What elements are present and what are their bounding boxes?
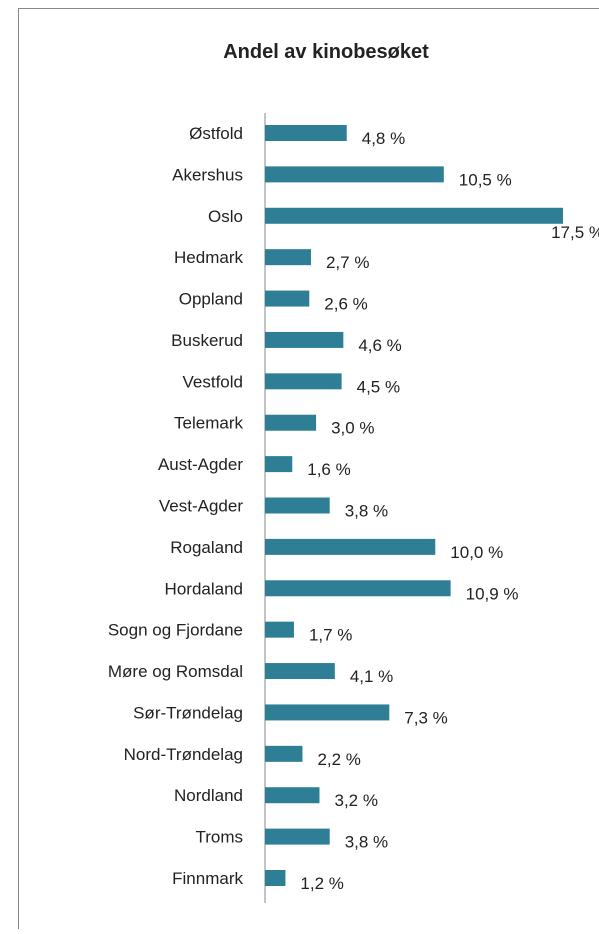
y-tick-label: Rogaland	[170, 538, 243, 557]
bar	[265, 829, 330, 845]
data-label: 3,2 %	[334, 791, 377, 810]
data-label: 4,1 %	[350, 667, 393, 686]
data-label: 2,6 %	[324, 295, 367, 314]
y-tick-label: Aust-Agder	[158, 455, 243, 474]
data-label: 1,7 %	[309, 626, 352, 645]
y-tick-label: Telemark	[174, 414, 243, 433]
y-tick-label: Hedmark	[174, 248, 243, 267]
y-tick-label: Møre og Romsdal	[108, 662, 243, 681]
bar	[265, 704, 389, 720]
y-tick-label: Finnmark	[172, 869, 243, 888]
y-tick-label: Sogn og Fjordane	[108, 621, 243, 640]
data-label: 4,6 %	[358, 336, 401, 355]
bar	[265, 249, 311, 265]
y-tick-label: Akershus	[172, 165, 243, 184]
bar	[265, 456, 292, 472]
y-tick-label: Nord-Trøndelag	[124, 745, 243, 764]
y-tick-label: Oppland	[179, 290, 243, 309]
bar	[265, 580, 451, 596]
bar	[265, 870, 285, 886]
bar	[265, 208, 563, 224]
y-tick-label: Vest-Agder	[159, 497, 243, 516]
bar	[265, 291, 309, 307]
y-tick-label: Oslo	[208, 207, 243, 226]
data-label: 3,8 %	[345, 502, 388, 521]
data-label: 7,3 %	[404, 708, 447, 727]
data-label: 4,8 %	[362, 129, 405, 148]
y-tick-label: Hordaland	[165, 579, 243, 598]
y-tick-label: Vestfold	[183, 372, 244, 391]
data-label: 10,0 %	[450, 543, 503, 562]
y-tick-label: Buskerud	[171, 331, 243, 350]
data-label: 10,9 %	[466, 584, 519, 603]
data-label: 3,0 %	[331, 419, 374, 438]
data-label: 2,7 %	[326, 253, 369, 272]
bar	[265, 415, 316, 431]
data-label: 17,5 %	[551, 223, 599, 242]
bar	[265, 166, 444, 182]
y-tick-label: Troms	[195, 828, 243, 847]
data-label: 2,2 %	[317, 750, 360, 769]
y-tick-label: Østfold	[189, 124, 243, 143]
data-label: 10,5 %	[459, 170, 512, 189]
bar	[265, 125, 347, 141]
bar	[265, 373, 342, 389]
y-tick-label: Sør-Trøndelag	[133, 703, 243, 722]
bar	[265, 746, 302, 762]
bar	[265, 787, 319, 803]
bar	[265, 622, 294, 638]
bar	[265, 539, 435, 555]
chart-title: Andel av kinobesøket	[223, 41, 429, 63]
bar	[265, 498, 330, 514]
data-label: 3,8 %	[345, 833, 388, 852]
y-tick-label: Nordland	[174, 786, 243, 805]
data-label: 4,5 %	[357, 377, 400, 396]
bar	[265, 332, 343, 348]
data-label: 1,2 %	[300, 874, 343, 893]
data-label: 1,6 %	[307, 460, 350, 479]
bar	[265, 663, 335, 679]
